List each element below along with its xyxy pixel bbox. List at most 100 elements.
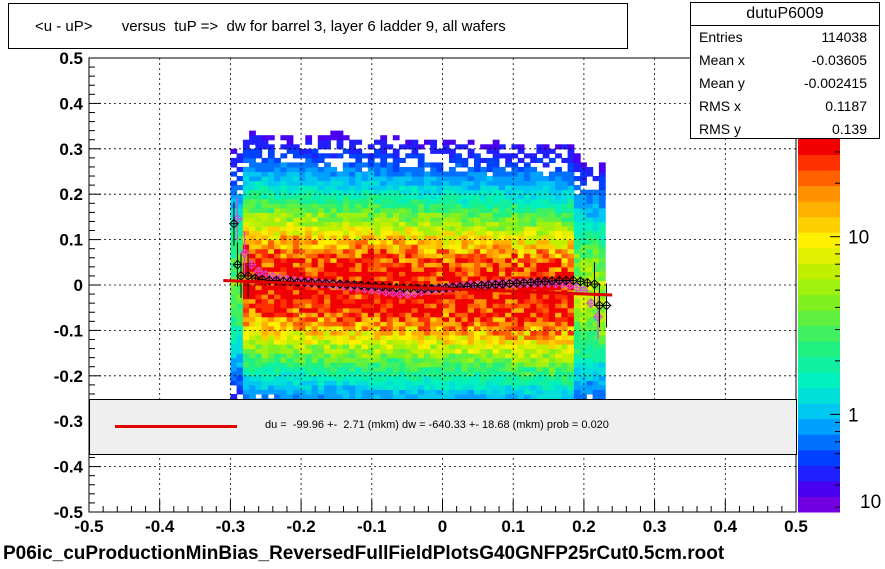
heatmap-cell: [355, 294, 363, 300]
heatmap-cell: [455, 339, 462, 345]
heatmap-cell: [492, 380, 500, 386]
heatmap-cell: [598, 394, 606, 400]
heatmap-cell: [374, 244, 381, 250]
heatmap-cell: [536, 334, 544, 340]
heatmap-cell: [486, 144, 494, 150]
heatmap-cell: [548, 198, 556, 204]
heatmap-cell: [449, 230, 456, 236]
profile-black-point: [426, 283, 437, 294]
heatmap-cell: [355, 298, 363, 304]
heatmap-cell: [380, 271, 388, 277]
heatmap-cell: [405, 253, 413, 259]
heatmap-cell: [299, 285, 306, 291]
heatmap-cell: [292, 348, 300, 354]
heatmap-cell: [430, 139, 437, 145]
heatmap-cell: [480, 230, 487, 236]
heatmap-cell: [474, 171, 481, 177]
heatmap-cell: [317, 294, 325, 300]
heatmap-cell: [511, 275, 519, 281]
heatmap-cell: [505, 371, 512, 377]
heatmap-cell: [461, 325, 469, 331]
heatmap-cell: [336, 275, 344, 281]
heatmap-cell: [274, 325, 281, 331]
heatmap-cell: [380, 171, 388, 177]
heatmap-cell: [380, 330, 388, 336]
heatmap-cell: [367, 248, 375, 254]
heatmap-cell: [492, 230, 500, 236]
heatmap-cell: [280, 389, 288, 395]
heatmap-cell: [461, 262, 469, 268]
heatmap-cell: [342, 375, 350, 381]
heatmap-cell: [386, 207, 394, 213]
heatmap-cell: [567, 380, 575, 386]
heatmap-cell: [598, 294, 606, 300]
heatmap-cell: [436, 194, 444, 200]
heatmap-cell: [267, 325, 275, 331]
heatmap-cell: [480, 321, 487, 327]
heatmap-cell: [548, 226, 556, 232]
heatmap-cell: [292, 144, 300, 150]
heatmap-cell: [424, 176, 431, 182]
heatmap-cell: [349, 289, 356, 295]
heatmap-cell: [267, 362, 275, 368]
heatmap-cell: [474, 207, 481, 213]
heatmap-cell: [280, 285, 288, 291]
heatmap-cell: [255, 321, 263, 327]
heatmap-cell: [492, 216, 500, 222]
heatmap-cell: [548, 344, 556, 350]
heatmap-cell: [530, 371, 537, 377]
heatmap-cell: [417, 244, 425, 250]
heatmap-cell: [330, 221, 338, 227]
heatmap-cell: [567, 321, 575, 327]
heatmap-cell: [530, 389, 537, 395]
heatmap-cell: [280, 325, 288, 331]
heatmap-cell: [386, 339, 394, 345]
heatmap-cell: [267, 135, 275, 141]
heatmap-cell: [242, 280, 250, 286]
y-tick-label: 0.2: [59, 185, 83, 204]
heatmap-cell: [542, 153, 550, 159]
heatmap-cell: [399, 384, 406, 390]
heatmap-cell: [392, 162, 400, 168]
heatmap-cell: [261, 248, 269, 254]
heatmap-cell: [274, 235, 281, 241]
heatmap-cell: [392, 244, 400, 250]
heatmap-cell: [467, 266, 475, 272]
heatmap-cell: [498, 380, 506, 386]
heatmap-cell: [474, 339, 481, 345]
heatmap-cell: [548, 248, 556, 254]
heatmap-cell: [480, 185, 487, 191]
heatmap-cell: [336, 312, 344, 318]
heatmap-cell: [548, 194, 556, 200]
heatmap-cell: [523, 348, 531, 354]
heatmap-cell: [474, 344, 481, 350]
heatmap-cell: [449, 194, 456, 200]
heatmap-cell: [561, 207, 569, 213]
heatmap-cell: [392, 357, 400, 363]
heatmap-cell: [555, 198, 562, 204]
heatmap-cell: [374, 357, 381, 363]
heatmap-cell: [255, 348, 263, 354]
heatmap-cell: [542, 162, 550, 168]
heatmap-cell: [492, 235, 500, 241]
heatmap-cell: [555, 275, 562, 281]
heatmap-cell: [598, 194, 606, 200]
heatmap-cell: [392, 389, 400, 395]
heatmap-cell: [342, 189, 350, 195]
heatmap-cell: [461, 344, 469, 350]
heatmap-cell: [486, 394, 494, 400]
heatmap-cell: [349, 226, 356, 232]
heatmap-cell: [536, 171, 544, 177]
heatmap-cell: [461, 380, 469, 386]
heatmap-cell: [586, 257, 594, 263]
heatmap-cell: [342, 248, 350, 254]
heatmap-cell: [236, 257, 244, 263]
heatmap-cell: [467, 167, 475, 173]
heatmap-cell: [442, 176, 450, 182]
heatmap-cell: [411, 316, 419, 322]
heatmap-cell: [242, 307, 250, 313]
heatmap-cell: [536, 239, 544, 245]
heatmap-cell: [392, 375, 400, 381]
heatmap-cell: [467, 148, 475, 154]
heatmap-cell: [461, 389, 469, 395]
